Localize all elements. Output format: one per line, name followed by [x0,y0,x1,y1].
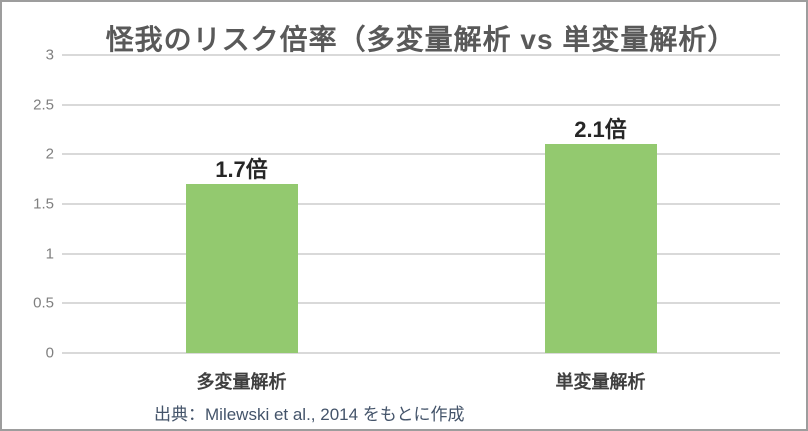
chart-title: 怪我のリスク倍率（多変量解析 vs 単変量解析） [105,24,737,55]
bar-slot-multivariate: 1.7倍 [62,55,421,353]
gridline [62,252,780,255]
gridline [62,103,780,106]
plot-area: 1.7倍 2.1倍 [62,54,780,354]
bars-layer: 1.7倍 2.1倍 [62,55,780,353]
gridline [62,302,780,305]
y-tick-label: 1.5 [33,195,54,213]
x-axis-label-univariate: 単変量解析 [555,372,646,392]
y-tick-label: 0.5 [33,294,54,312]
y-tick-label: 2.5 [33,96,54,114]
y-tick-label: 0 [45,344,54,362]
bar [544,144,657,353]
y-tick-label: 2 [45,145,54,163]
gridline [62,352,780,354]
bar [185,184,298,353]
x-axis-labels: 多変量解析 単変量解析 [62,368,780,394]
gridline [62,153,780,156]
gridline [62,54,780,56]
y-tick-label: 3 [45,46,54,64]
y-tick-label: 1 [45,245,54,263]
source-note: 出典：Milewski et al., 2014 をもとに作成 [154,405,465,424]
bar-slot-univariate: 2.1倍 [421,55,780,353]
y-axis-ticks: 0 0.5 1 1.5 2 2.5 3 [2,48,54,361]
x-axis-label-multivariate: 多変量解析 [196,372,287,392]
gridline [62,203,780,205]
bar-value-label: 1.7倍 [215,157,268,183]
bar-value-label: 2.1倍 [574,117,627,143]
